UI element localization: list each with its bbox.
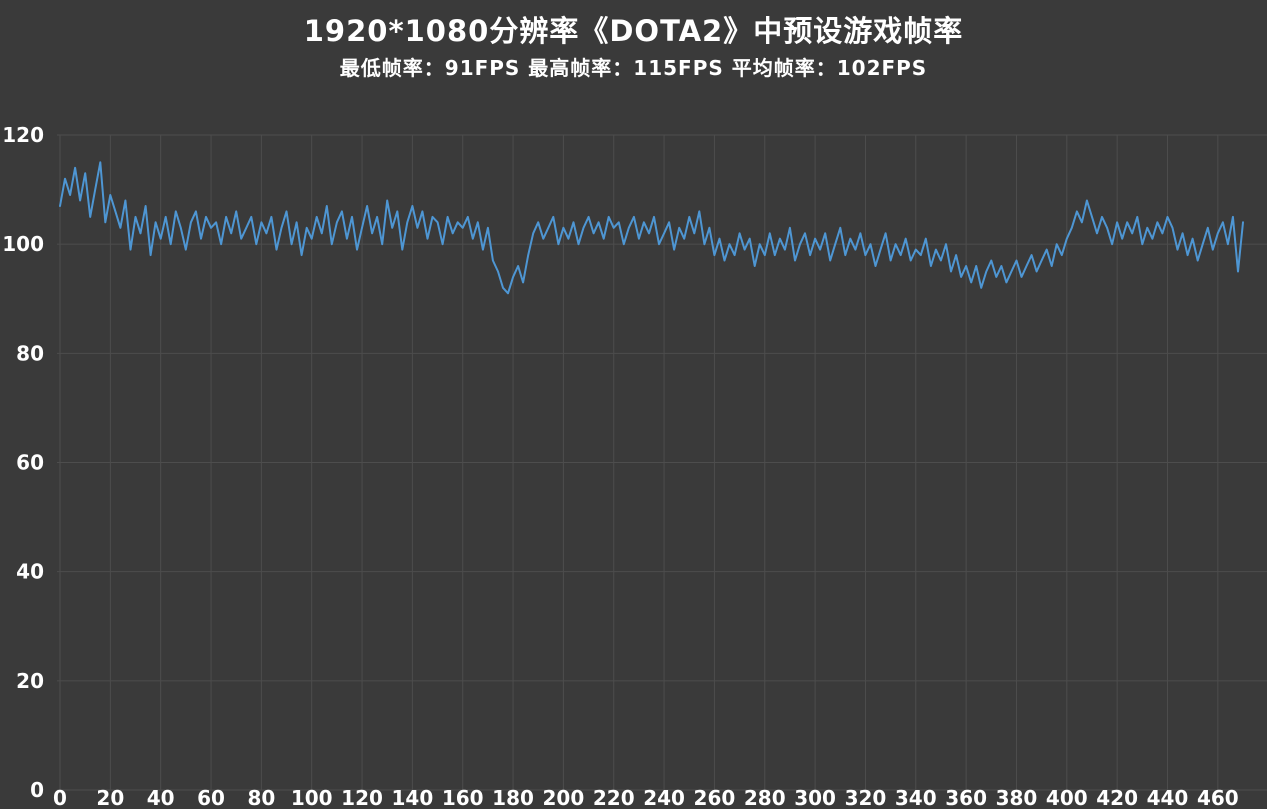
- x-axis-tick-label: 320: [845, 786, 887, 809]
- x-axis-tick-label: 340: [895, 786, 937, 809]
- x-axis-tick-label: 80: [247, 786, 275, 809]
- x-axis-tick-label: 300: [794, 786, 836, 809]
- x-axis-tick-label: 360: [945, 786, 987, 809]
- x-axis-tick-label: 60: [197, 786, 225, 809]
- x-axis-tick-label: 400: [1046, 786, 1088, 809]
- y-axis-tick-label: 20: [16, 669, 44, 693]
- x-axis-tick-label: 380: [996, 786, 1038, 809]
- x-axis-tick-label: 140: [392, 786, 434, 809]
- x-axis-tick-label: 260: [694, 786, 736, 809]
- x-axis-tick-label: 280: [744, 786, 786, 809]
- x-axis-tick-label: 120: [341, 786, 383, 809]
- x-axis-tick-label: 240: [643, 786, 685, 809]
- x-axis-tick-label: 20: [96, 786, 124, 809]
- x-axis-tick-label: 180: [492, 786, 534, 809]
- y-axis-tick-label: 80: [16, 341, 44, 365]
- x-axis-tick-label: 160: [442, 786, 484, 809]
- x-axis-tick-label: 0: [53, 786, 67, 809]
- x-axis-tick-label: 460: [1197, 786, 1239, 809]
- y-axis-tick-label: 0: [30, 778, 44, 802]
- y-axis-tick-label: 40: [16, 560, 44, 584]
- x-axis-tick-label: 40: [147, 786, 175, 809]
- x-axis-tick-label: 420: [1096, 786, 1138, 809]
- fps-line-series: [59, 161, 1244, 295]
- y-axis-tick-label: 120: [2, 123, 44, 147]
- x-axis-tick-label: 100: [291, 786, 333, 809]
- x-axis-tick-label: 440: [1147, 786, 1189, 809]
- x-axis-tick-label: 220: [593, 786, 635, 809]
- chart-subtitle: 最低帧率：91FPS 最高帧率：115FPS 平均帧率：102FPS: [339, 56, 928, 80]
- y-axis-tick-label: 60: [16, 451, 44, 475]
- y-axis-tick-label: 100: [2, 232, 44, 256]
- x-axis-tick-label: 200: [543, 786, 585, 809]
- chart-title: 1920*1080分辨率《DOTA2》中预设游戏帧率: [303, 14, 964, 48]
